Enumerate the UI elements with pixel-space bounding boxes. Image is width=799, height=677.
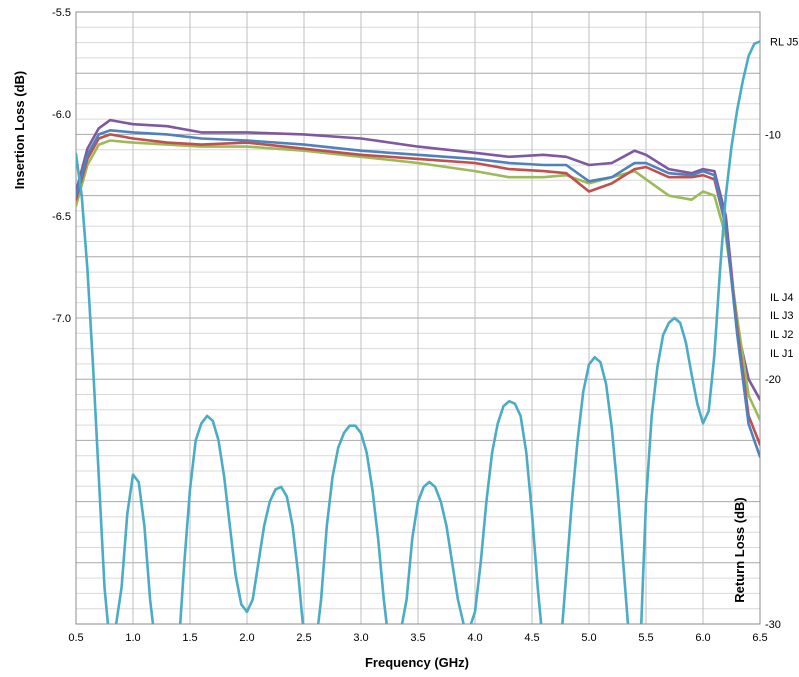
y-right-tick-label: -20 [765, 374, 781, 386]
y-left-tick-label: -5.5 [52, 7, 71, 19]
y-axis-title-right: Return Loss (dB) [732, 497, 747, 602]
x-tick-label: 5.0 [581, 632, 596, 644]
series-line-il-j1 [76, 129, 760, 459]
series-label: IL J3 [770, 310, 793, 322]
y-left-tick-label: -6.0 [52, 109, 71, 121]
series-label: IL J2 [770, 329, 793, 341]
x-tick-label: 3.0 [353, 632, 368, 644]
y-right-tick-label: -30 [765, 619, 781, 631]
x-tick-label: 6.5 [752, 632, 767, 644]
y-left-tick-label: -6.5 [52, 211, 71, 223]
x-tick-label: 2.5 [296, 632, 311, 644]
x-tick-label: 0.5 [68, 632, 83, 644]
series-line-rl-j5 [76, 40, 760, 624]
series-labels: IL J4 IL J3 IL J2 IL J1 RL J5 [770, 36, 798, 360]
y-left-tick-label: -7.0 [52, 313, 71, 325]
x-tick-label: 5.5 [638, 632, 653, 644]
insertion-loss-series [76, 118, 760, 459]
series-line-il-j2 [76, 133, 760, 446]
series-line-il-j3 [76, 139, 760, 422]
x-tick-label: 4.0 [467, 632, 482, 644]
y-left-tick-labels: -5.5 -6.0 -6.5 -7.0 [52, 7, 71, 325]
x-tick-label: 6.0 [695, 632, 710, 644]
series-label: RL J5 [770, 36, 798, 48]
series-label: IL J4 [770, 292, 793, 304]
x-tick-label: 3.5 [410, 632, 425, 644]
x-tick-label: 1.0 [125, 632, 140, 644]
y-right-tick-labels: -10 -20 -30 [765, 129, 781, 631]
y-right-tick-label: -10 [765, 129, 781, 141]
x-tick-label: 1.5 [182, 632, 197, 644]
y-axis-title-left: Insertion Loss (dB) [12, 71, 27, 189]
x-tick-labels: 0.5 1.0 1.5 2.0 2.5 3.0 3.5 4.0 4.5 5.0 5.5 6.0 6.5 [68, 632, 767, 644]
return-loss-series [76, 40, 760, 624]
x-tick-label: 4.5 [524, 632, 539, 644]
x-axis-title: Frequency (GHz) [365, 655, 469, 670]
series-label: IL J1 [770, 348, 793, 360]
plot-border [75, 11, 761, 625]
series-line-il-j4 [76, 118, 760, 401]
grid [75, 11, 761, 625]
x-tick-label: 2.0 [239, 632, 254, 644]
